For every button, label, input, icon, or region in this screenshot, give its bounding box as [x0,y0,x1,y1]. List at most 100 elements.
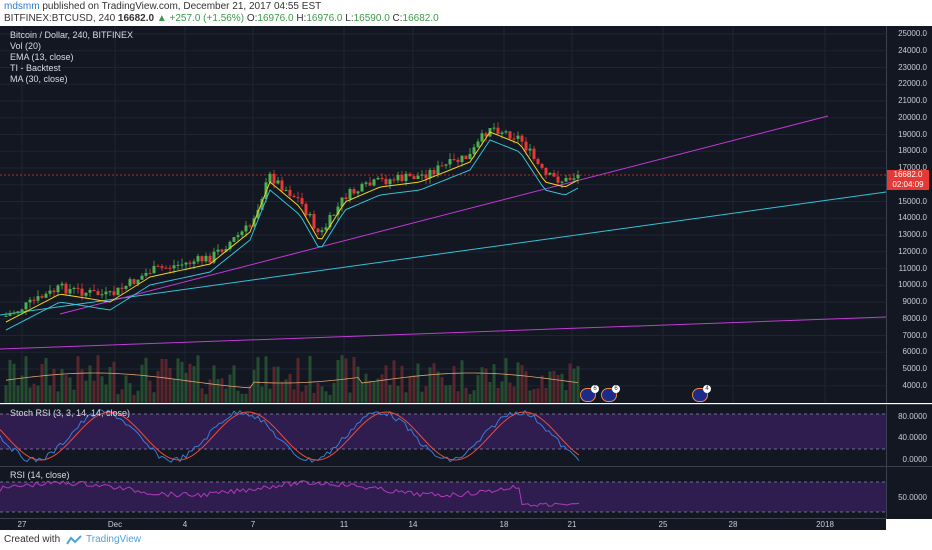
candle-body [32,299,36,301]
stoch-rsi-pane[interactable]: Stoch RSI (3, 3, 14, 14, close) [0,404,886,466]
candle-body [296,197,300,199]
stoch-d-line [0,411,580,461]
volume-bar [244,393,248,403]
candle-body [152,265,156,274]
legend-volume[interactable]: Vol (20) [10,41,42,51]
candle-body [416,175,420,179]
time-tick: 21 [567,520,577,529]
candle-body [392,179,396,181]
volume-bar [532,389,536,403]
legend-ti-backtest[interactable]: TI - Backtest [10,63,61,73]
volume-bar [436,371,440,403]
volume-bar [48,385,52,403]
volume-bar [408,376,412,403]
symbol-name[interactable]: BITFINEX:BTCUSD, 240 [4,13,116,24]
volume-bar [84,380,88,403]
volume-bar [456,391,460,403]
legend-ema[interactable]: EMA (13, close) [10,52,74,62]
volume-bar [312,392,316,403]
candle-body [472,147,476,154]
open-value: 16976.0 [257,13,294,24]
time-axis[interactable]: 27 Dec 4 7 11 14 18 21 25 28 2018 [0,518,886,531]
candle-body [180,264,184,266]
volume-bar [280,381,284,403]
volume-bar [80,369,84,403]
author-link[interactable]: mdsmm [4,1,40,12]
legend-symbol[interactable]: Bitcoin / Dollar, 240, BITFINEX [10,30,134,40]
volume-bar [420,391,424,403]
candle-body [400,174,404,182]
trendline-low[interactable] [0,316,886,350]
volume-bar [188,363,192,403]
candle-body [560,181,564,183]
candle-body [284,189,288,191]
candle-body [516,135,520,139]
volume-bar [220,378,224,403]
volume-bar [256,357,260,403]
candle-body [48,290,52,294]
volume-bar [12,363,16,403]
event-flag-icon[interactable]: 4 [692,385,711,402]
candle-body [484,133,488,137]
volume-bar [412,375,416,403]
candle-body [316,228,320,233]
candle-body [44,293,48,298]
stoch-tick: 0.0000 [902,455,927,464]
volume-bar [148,380,152,403]
candle-body [500,132,504,134]
volume-bar [544,387,548,403]
candle-body [232,237,236,242]
stoch-rsi-chart[interactable] [0,405,886,466]
candle-body [240,231,244,236]
volume-bar [528,390,532,403]
candle-body [572,178,576,180]
footer: Created with TradingView [0,530,932,550]
volume-bar [100,376,104,403]
price-tick: 11000.0 [898,263,927,273]
volume-bar [284,379,288,403]
candle-body [244,225,248,232]
volume-bar [24,356,28,403]
candle-body [492,127,496,129]
volume-bar [56,391,60,403]
legend-ma[interactable]: MA (30, close) [10,74,68,84]
price-tick: 14000.0 [898,213,927,223]
stoch-label[interactable]: Stoch RSI (3, 3, 14, 14, close) [10,408,131,418]
price-tick: 10000.0 [898,280,927,290]
candle-body [420,174,424,176]
volume-bar [136,390,140,403]
trendline-cyan[interactable] [0,191,886,316]
volume-bar [540,375,544,403]
trendline-upper[interactable] [59,115,829,315]
price-chart[interactable] [0,26,886,403]
rsi-label[interactable]: RSI (14, close) [10,470,70,480]
candle-body [556,176,560,183]
price-pane[interactable]: Bitcoin / Dollar, 240, BITFINEX Vol (20)… [0,26,886,403]
rsi-chart[interactable] [0,467,886,519]
time-tick: 18 [499,520,509,529]
volume-bar [300,391,304,403]
rsi-pane[interactable]: RSI (14, close) [0,466,886,519]
volume-bar [328,394,332,403]
candle-body [336,206,340,215]
price-axis[interactable]: 25000.0 24000.0 23000.0 22000.0 21000.0 20000… [886,26,932,403]
volume-bar [364,373,368,403]
candle-body [312,214,316,229]
stoch-axis: 80.0000 40.0000 0.0000 [886,404,932,466]
candle-body [512,138,516,140]
candle-body [504,131,508,133]
chart-header: mdsmm published on TradingView.com, Dece… [0,0,932,26]
candle-body [256,209,260,219]
candle-body [436,165,440,175]
candle-body [72,287,76,289]
candle-body [280,180,284,191]
candle-body [428,170,432,179]
volume-bar [216,379,220,403]
candle-body [548,172,552,175]
event-flag-icon[interactable]: 6 [580,385,599,402]
candle-body [300,198,304,204]
tradingview-brand-link[interactable]: TradingView [86,534,142,545]
event-flag-icon[interactable]: 6 [601,385,620,402]
volume-bar [372,381,376,403]
price-tick: 18000.0 [898,146,927,156]
